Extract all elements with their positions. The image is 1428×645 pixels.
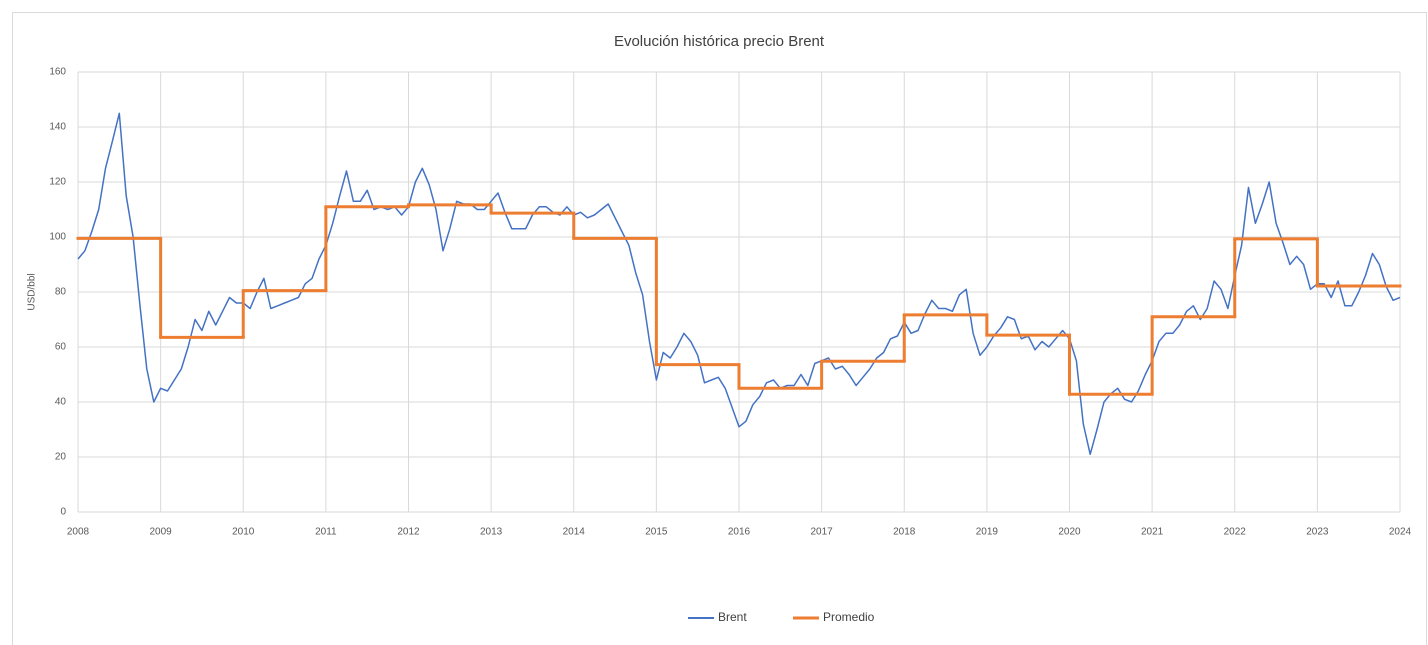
x-tick-label: 2018 — [893, 527, 916, 538]
x-tick-label: 2017 — [811, 527, 834, 538]
x-tick-label: 2009 — [150, 527, 173, 538]
x-tick-label: 2023 — [1306, 527, 1329, 538]
legend-label: Promedio — [823, 610, 875, 624]
y-axis-label: USD/bbl — [27, 273, 38, 310]
x-tick-label: 2019 — [976, 527, 999, 538]
y-tick-label: 60 — [55, 342, 67, 353]
x-tick-label: 2014 — [563, 527, 586, 538]
y-tick-label: 120 — [49, 177, 66, 188]
x-tick-label: 2008 — [67, 527, 90, 538]
x-tick-label: 2010 — [232, 527, 255, 538]
x-tick-label: 2021 — [1141, 527, 1164, 538]
x-tick-label: 2022 — [1224, 527, 1247, 538]
x-tick-label: 2011 — [315, 527, 337, 538]
x-tick-label: 2015 — [645, 527, 668, 538]
legend-label: Brent — [718, 610, 747, 624]
y-tick-label: 160 — [49, 67, 66, 78]
y-tick-label: 0 — [60, 507, 66, 518]
chart-frame — [12, 12, 1427, 645]
y-tick-label: 80 — [55, 287, 67, 298]
y-tick-label: 140 — [49, 122, 66, 133]
x-tick-label: 2012 — [397, 527, 420, 538]
x-tick-label: 2016 — [728, 527, 751, 538]
x-tick-label: 2013 — [480, 527, 503, 538]
y-tick-label: 100 — [49, 232, 66, 243]
y-tick-label: 40 — [55, 397, 67, 408]
y-tick-label: 20 — [55, 452, 67, 463]
chart-title: Evolución histórica precio Brent — [614, 33, 825, 50]
data-line — [77, 112, 1401, 456]
x-tick-label: 2020 — [1058, 527, 1081, 538]
x-tick-label: 2024 — [1389, 527, 1412, 538]
